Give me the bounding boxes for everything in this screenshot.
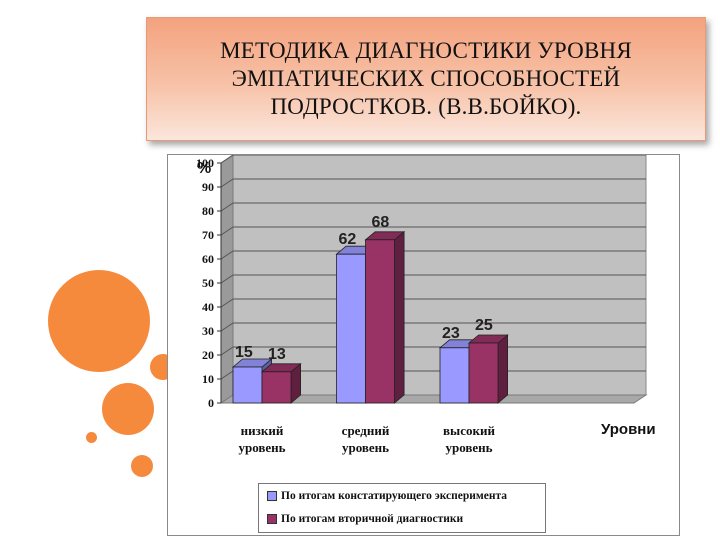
ytick-label-60: 60 [202, 252, 214, 266]
gridline-side-40 [220, 298, 234, 308]
bar-0-2 [439, 347, 470, 404]
bar-side-1-2 [497, 334, 509, 404]
ytick-label-80: 80 [202, 204, 214, 218]
decorative-circle-small-lower [131, 455, 153, 477]
bar-chart: 0 10 20 30 40 50 60 70 80 90 100% 15 13 низкий уровень… [196, 155, 656, 455]
gridline-side-100 [220, 155, 234, 164]
data-label-1-0: 13 [268, 346, 286, 363]
ytick-label-40: 40 [202, 300, 214, 314]
chart-legend: По итогам констатирующего эксперимента П… [258, 483, 546, 533]
slide-title: МЕТОДИКА ДИАГНОСТИКИ УРОВНЯ ЭМПАТИЧЕСКИХ… [220, 38, 632, 119]
category-label-0-1: уровень [238, 440, 285, 455]
legend-swatch-1 [267, 491, 277, 501]
decorative-circle-large [48, 270, 150, 372]
decorative-dot [86, 432, 97, 443]
category-label-0-0: низкий [241, 423, 284, 438]
bar-0-0 [232, 366, 263, 404]
ytick-label-10: 10 [202, 372, 214, 386]
gridline-side-60 [220, 250, 234, 260]
title-box: МЕТОДИКА ДИАГНОСТИКИ УРОВНЯ ЭМПАТИЧЕСКИХ… [146, 17, 706, 141]
legend-item-1: По итогам констатирующего эксперимента [267, 490, 507, 502]
gridline-side-90 [220, 178, 234, 188]
ytick-label-100: 100 [196, 156, 214, 170]
data-label-0-1: 62 [339, 231, 357, 248]
y-axis-unit: % [197, 160, 211, 177]
legend-label-1: По итогам констатирующего эксперимента [281, 490, 508, 502]
category-label-2-1: уровень [445, 440, 492, 455]
data-label-1-2: 25 [475, 317, 493, 334]
legend-label-2: По итогам вторичной диагностики [281, 513, 464, 525]
decorative-circle-medium [102, 383, 154, 435]
bar-1-0 [261, 371, 292, 404]
gridline-side-30 [220, 322, 234, 332]
legend-swatch-2 [267, 514, 277, 524]
bar-1-2 [468, 342, 499, 404]
ytick-label-20: 20 [202, 348, 214, 362]
ytick-label-50: 50 [202, 276, 214, 290]
data-label-0-2: 23 [442, 325, 460, 342]
chart-area: 0 10 20 30 40 50 60 70 80 90 100% 15 13 низкий уровень… [167, 154, 680, 536]
category-label-1-0: средний [342, 423, 390, 438]
x-axis-title: Уровни [601, 421, 656, 438]
ytick-label-30: 30 [202, 324, 214, 338]
gridline-side-50 [220, 274, 234, 284]
gridline-side-20 [220, 346, 234, 356]
ytick-label-90: 90 [202, 180, 214, 194]
data-label-0-0: 15 [235, 344, 253, 361]
gridline-side-70 [220, 226, 234, 236]
category-label-1-1: уровень [342, 440, 389, 455]
category-label-2-0: высокий [443, 423, 495, 438]
bar-1-1 [365, 239, 395, 404]
gridline-side-80 [220, 202, 234, 212]
bar-0-1 [336, 253, 366, 404]
bar-side-1-1 [394, 230, 405, 404]
ytick-label-0: 0 [208, 396, 214, 410]
legend-item-2: По итогам вторичной диагностики [267, 513, 463, 525]
ytick-label-70: 70 [202, 228, 214, 242]
gridline-side-10 [220, 370, 234, 380]
data-label-1-1: 68 [372, 214, 390, 231]
